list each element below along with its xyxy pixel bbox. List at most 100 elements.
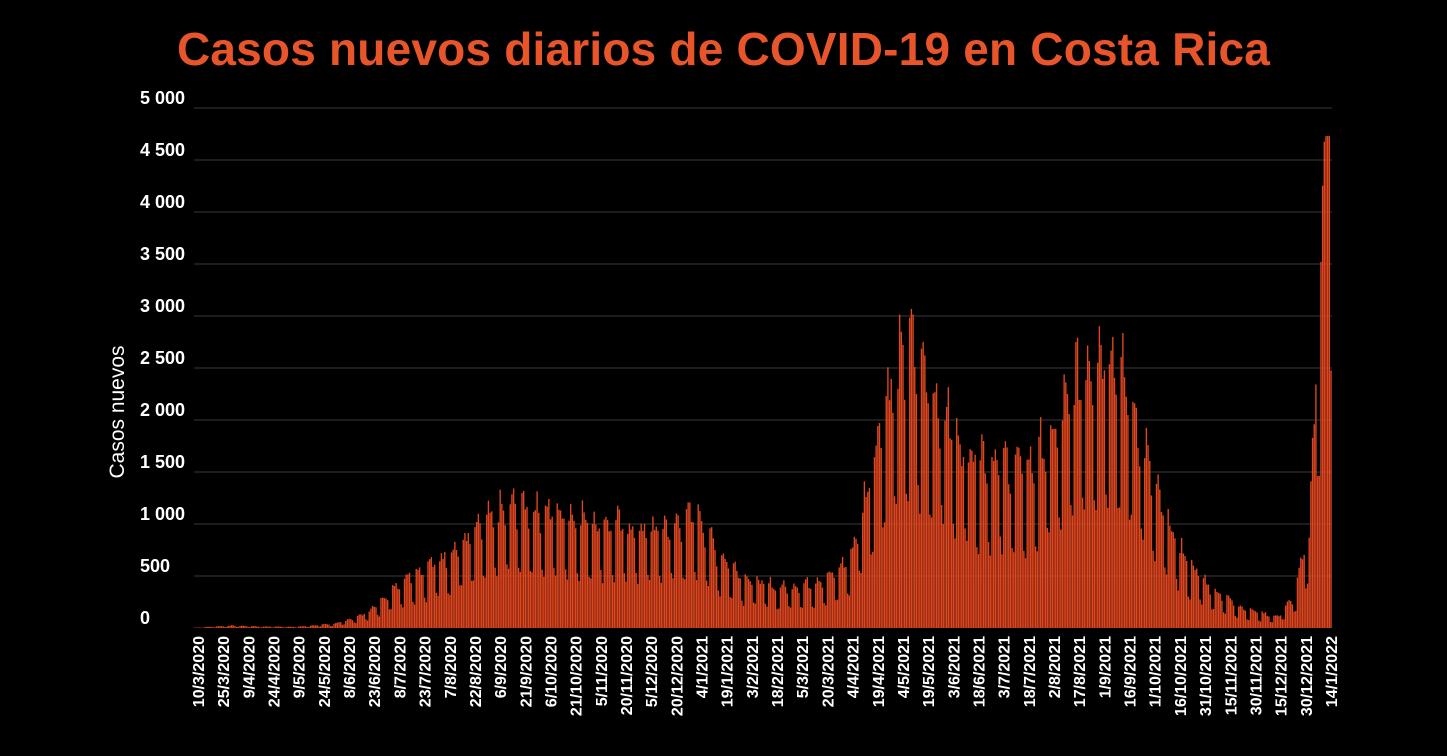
bar (378, 616, 381, 628)
bar (1090, 381, 1092, 628)
bar (449, 594, 451, 628)
bar (1118, 507, 1121, 628)
bar (425, 602, 428, 628)
y-tick-label: 2 500 (140, 348, 185, 368)
bar (712, 538, 715, 628)
bar (1152, 550, 1154, 628)
x-tick-label: 19/4/2021 (871, 636, 888, 707)
bar (469, 543, 471, 628)
bar (658, 575, 661, 628)
bar (905, 493, 908, 628)
bar (415, 568, 417, 628)
grid-lines (194, 107, 1332, 577)
bar (346, 619, 349, 628)
bar (863, 481, 866, 628)
x-tick-label: 5/12/2020 (644, 636, 661, 707)
bar (353, 622, 355, 628)
bar (1068, 414, 1070, 628)
bar (1315, 384, 1317, 628)
bar (1293, 611, 1295, 628)
bar (724, 558, 726, 628)
bar (544, 505, 547, 628)
bar (1165, 574, 1168, 628)
bar (940, 504, 943, 628)
bar (462, 539, 464, 628)
bar (591, 523, 594, 628)
bar (971, 450, 973, 628)
bar (922, 341, 924, 628)
bar (274, 626, 276, 628)
bar (355, 623, 357, 628)
bar (796, 587, 798, 628)
bar (318, 626, 320, 628)
bar (543, 576, 545, 628)
bar (246, 626, 248, 628)
bar (1320, 261, 1322, 628)
bar (622, 529, 624, 628)
bar (1259, 621, 1262, 628)
bar (633, 537, 636, 628)
bar (729, 597, 731, 628)
bar (961, 466, 963, 628)
bar (350, 619, 352, 628)
bar (1217, 592, 1220, 628)
bar (650, 531, 652, 628)
bar (962, 456, 965, 628)
bar (877, 425, 879, 628)
bar (1154, 561, 1156, 628)
bar (917, 484, 919, 628)
bar (428, 559, 431, 628)
bar (736, 570, 738, 628)
bar (1122, 333, 1124, 628)
bar (1249, 608, 1252, 628)
x-tick-label: 3/2/2021 (745, 636, 762, 698)
bar (291, 626, 293, 628)
bar (474, 527, 476, 628)
bar (773, 588, 775, 628)
bar (1066, 394, 1069, 628)
bar (1004, 441, 1007, 628)
bar (625, 581, 627, 628)
bar (867, 491, 869, 628)
bar (660, 582, 662, 628)
bar (1214, 588, 1216, 628)
bar (504, 525, 506, 628)
bar (848, 595, 850, 628)
bar (199, 627, 201, 628)
bar (756, 576, 758, 628)
bar (309, 625, 312, 628)
bar (964, 528, 966, 628)
bar (556, 503, 558, 628)
bar (459, 585, 461, 628)
bar (286, 626, 288, 628)
bar (331, 626, 334, 628)
bar (1243, 609, 1245, 628)
x-tick-label: 30/11/2021 (1248, 636, 1265, 715)
bar (412, 601, 414, 628)
bar (583, 512, 585, 628)
bar (311, 625, 313, 628)
bar (224, 626, 226, 628)
bar (512, 488, 515, 628)
bar (915, 394, 918, 628)
bar (687, 502, 689, 628)
bar (1019, 456, 1022, 628)
bar (1009, 493, 1012, 628)
bar (992, 460, 995, 628)
bar (1184, 555, 1186, 628)
bar (553, 568, 555, 628)
bar (1321, 185, 1324, 628)
bar (400, 604, 402, 628)
bar (230, 625, 233, 628)
bar (820, 582, 822, 628)
bar (719, 596, 721, 628)
bar (677, 515, 679, 628)
bar (1147, 445, 1149, 628)
bar (774, 590, 777, 628)
bar (1222, 612, 1225, 628)
x-tick-label: 24/5/2020 (317, 636, 334, 707)
bar (455, 550, 458, 628)
y-tick-label: 1 000 (140, 504, 185, 524)
bar (408, 572, 411, 628)
bar (1175, 578, 1178, 628)
